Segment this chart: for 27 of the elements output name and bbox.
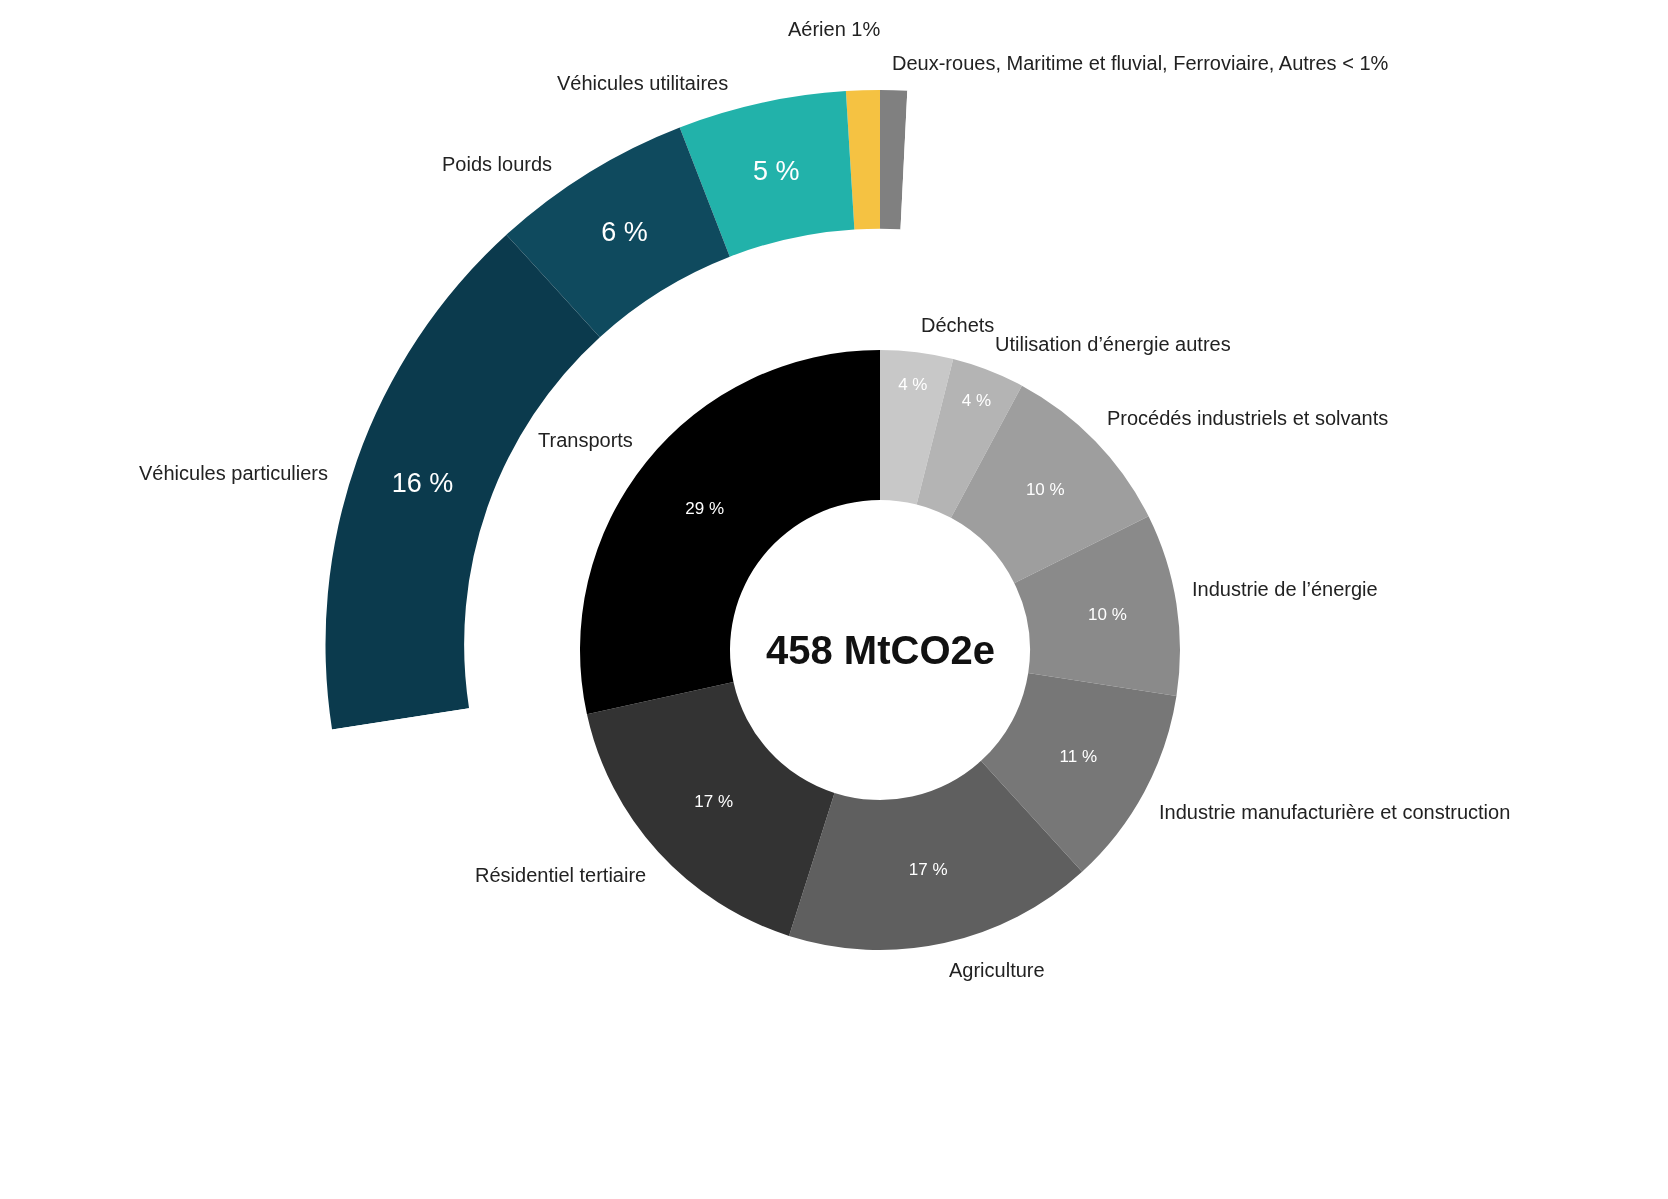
slice-label: Véhicules utilitaires	[557, 72, 729, 94]
donut-slice	[1014, 516, 1180, 697]
donut-slice	[789, 760, 1083, 950]
slice-label: Deux-roues, Maritime et fluvial, Ferroviaire, Autres < 1%	[892, 52, 1389, 74]
slice-label: Déchets	[921, 314, 995, 336]
slice-label: Résidentiel tertiaire	[475, 864, 647, 886]
data-label: 4 %	[961, 391, 992, 411]
slice-label: Agriculture	[949, 959, 1045, 981]
data-label: 29 %	[685, 499, 725, 519]
data-label: 10 %	[1088, 605, 1127, 625]
slice-label: Poids lourds	[442, 153, 553, 175]
data-label: 11 %	[1059, 747, 1098, 767]
data-label: 6 %	[601, 216, 648, 247]
slice-label: Véhicules particuliers	[139, 462, 328, 484]
data-label: 5 %	[752, 155, 800, 186]
data-label: 16 %	[391, 468, 454, 499]
slice-label: Transports	[538, 429, 633, 451]
data-label: 10 %	[1025, 480, 1065, 500]
slice-label: Utilisation d’énergie autres	[995, 333, 1231, 355]
slice-label: Industrie manufacturière et construction	[1159, 801, 1511, 823]
text: 458 MtCO2e	[766, 628, 995, 672]
slice-label: Procédés industriels et solvants	[1107, 407, 1389, 429]
slice-label: Industrie de l’énergie	[1192, 578, 1378, 600]
data-label: 17 %	[908, 860, 948, 880]
slice-label: Aérien 1%	[788, 18, 881, 40]
data-label: 17 %	[694, 792, 734, 812]
donut-slice	[880, 350, 954, 505]
